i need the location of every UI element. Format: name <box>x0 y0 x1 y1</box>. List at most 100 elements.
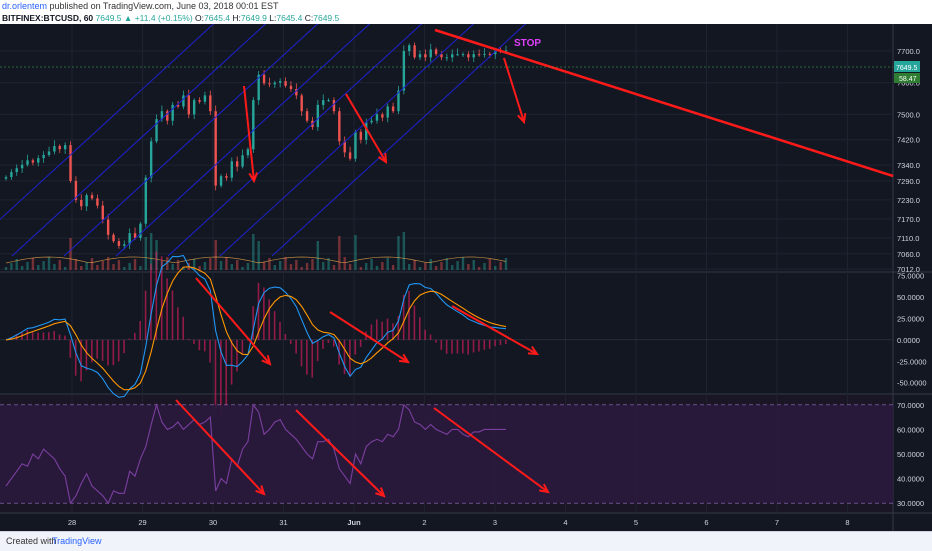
macd-histogram-bar <box>26 330 29 340</box>
volume-bar <box>171 264 174 270</box>
macd-histogram-bar <box>332 339 335 347</box>
candle <box>445 57 449 59</box>
volume-bar <box>69 238 72 270</box>
macd-histogram-bar <box>225 339 228 407</box>
price-tick-label: 7500.0 <box>897 110 920 119</box>
macd-histogram-bar <box>236 339 238 372</box>
candle <box>289 85 293 90</box>
macd-histogram-bar <box>166 278 168 340</box>
footer-bar: Created with TradingView <box>0 531 932 551</box>
candle <box>343 141 346 153</box>
volume-bar <box>467 264 470 270</box>
volume-bar <box>166 257 169 270</box>
high-label: H: <box>232 13 241 23</box>
macd-histogram-bar <box>418 317 421 340</box>
macd-histogram-bar <box>91 339 93 363</box>
candle <box>354 131 357 159</box>
macd-tick-label: 50.0000 <box>897 293 924 302</box>
candle <box>413 45 416 58</box>
volume-bar <box>15 259 18 270</box>
volume-bar <box>176 260 180 270</box>
volume-bar <box>370 259 373 270</box>
volume-bar <box>235 260 239 270</box>
macd-histogram-bar <box>268 299 271 340</box>
up-arrow-icon: ▲ <box>123 13 133 23</box>
chart-canvas[interactable]: 28 29 30 31 Jun 2 3 4 5 6 7 8 7700.0 7600.0 7500.0 7420… <box>0 24 932 531</box>
macd-histogram-bar <box>397 316 400 340</box>
candle <box>375 114 379 121</box>
macd-histogram-bar <box>505 339 507 345</box>
symbol: BITFINEX:BTCUSD, 60 <box>2 13 94 23</box>
macd-histogram-bar <box>392 323 394 340</box>
volume-bar <box>273 265 277 270</box>
volume-bar <box>10 263 13 270</box>
rsi-band <box>0 404 893 504</box>
macd-histogram-bar <box>117 339 120 362</box>
candle <box>230 161 234 178</box>
macd-histogram-bar <box>279 321 281 340</box>
down-arrow-head <box>398 353 410 364</box>
x-tick-label: Jun <box>347 518 361 527</box>
x-tick-label: 30 <box>209 518 217 527</box>
indicator-value-tag <box>894 73 920 84</box>
candle <box>332 100 336 112</box>
macd-histogram-bar <box>284 333 287 340</box>
candle <box>488 53 492 55</box>
open-value: 7645.4 <box>204 13 231 23</box>
volume-bar <box>343 257 346 270</box>
macd-histogram-bar <box>53 331 55 340</box>
macd-histogram-bar <box>386 318 389 340</box>
price-axis-bg <box>893 24 932 531</box>
candle <box>123 244 126 246</box>
candle <box>241 155 244 167</box>
candle <box>31 160 35 163</box>
volume-bar <box>230 264 234 270</box>
volume-bar <box>144 237 147 270</box>
volume-bar <box>262 262 266 270</box>
macd-histogram-bar <box>80 339 82 382</box>
volume-bar <box>305 263 309 270</box>
price-tick-label: 7060.0 <box>897 250 920 259</box>
candle <box>106 219 110 235</box>
candle <box>246 149 250 156</box>
volume-bar <box>4 267 8 270</box>
down-arrow-head <box>538 483 550 494</box>
candle <box>149 141 153 178</box>
macd-histogram-bar <box>150 263 152 340</box>
macd-histogram-bar <box>467 339 469 355</box>
volume-bar <box>123 267 126 270</box>
candle <box>133 233 137 238</box>
x-tick-label: 2 <box>422 518 426 527</box>
candle <box>166 111 169 121</box>
volume-bar <box>381 262 384 270</box>
tradingview-logo[interactable]: TradingView <box>52 536 102 546</box>
candle <box>461 54 465 56</box>
volume-bar <box>58 260 61 270</box>
macd-histogram-bar <box>257 282 260 340</box>
volume-bar <box>456 261 459 270</box>
candle <box>96 198 99 206</box>
down-arrow-head <box>377 152 388 164</box>
volume-bar <box>257 241 260 270</box>
volume-bar <box>90 258 94 270</box>
author-link[interactable]: dr.orlentem <box>2 1 48 11</box>
macd-histogram-bar <box>354 339 357 355</box>
candle <box>139 223 142 238</box>
macd-histogram-bar <box>263 287 265 340</box>
macd-histogram-bar <box>48 332 50 340</box>
rsi-tick-label: 60.0000 <box>897 425 924 434</box>
macd-histogram-bar <box>107 339 109 366</box>
macd-tick-label: 25.0000 <box>897 314 924 323</box>
macd-histogram-bar <box>241 339 244 354</box>
macd-histogram-bar <box>483 339 486 350</box>
volume-bar <box>386 258 389 270</box>
close-value: 7649.5 <box>313 13 340 23</box>
macd-histogram-bar <box>375 319 378 340</box>
candle <box>42 154 45 159</box>
candle <box>365 122 368 140</box>
macd-histogram-bar <box>171 290 174 340</box>
candle <box>187 95 190 115</box>
stop-annotation: STOP <box>514 38 541 49</box>
candle <box>440 54 443 58</box>
candle <box>47 151 51 155</box>
